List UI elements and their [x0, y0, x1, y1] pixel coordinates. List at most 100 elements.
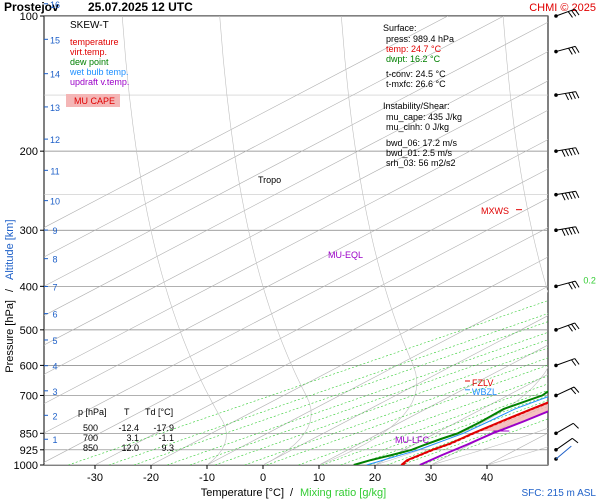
legend-dew-point: dew point	[70, 57, 109, 67]
wind-barb-feather	[568, 148, 573, 156]
moist-adiabat	[121, 16, 227, 465]
wind-barb	[554, 386, 580, 398]
wind-barb-feather	[568, 47, 573, 55]
table-cell: -1.1	[158, 433, 174, 443]
x-axis-title-mix: Mixing ratio [g/kg]	[300, 487, 386, 499]
wind-barb-shaft	[555, 445, 572, 460]
wind-barb-feather	[574, 358, 580, 365]
isotherm-line	[318, 344, 548, 465]
header-credit: CHMI © 2025	[529, 2, 596, 14]
table-cell: -12.4	[118, 423, 139, 433]
wind-barb-feather	[567, 325, 573, 332]
axis-layer: 0.20.40.611.423468101214172025-80 °C-70-…	[14, 0, 596, 484]
isotherm-line	[150, 256, 548, 465]
isotherm-line	[44, 16, 504, 258]
wind-barb-feather	[571, 323, 577, 331]
altitude-tick-label: 6	[52, 310, 57, 320]
surface-tconv: t-conv: 24.5 °C	[386, 69, 446, 79]
wind-barb	[554, 91, 580, 101]
instability-mu-cape: mu_cape: 435 J/kg	[386, 112, 462, 122]
wind-barb-feather	[561, 228, 566, 236]
wind-barb-feather	[573, 386, 580, 393]
mixing-ratio-label: 0.2	[583, 275, 596, 285]
isotherm-line	[44, 16, 448, 228]
wind-barb-feather	[575, 226, 580, 234]
wind-barb-feather	[575, 91, 580, 99]
wind-barb	[554, 8, 580, 18]
table-cell: 12.0	[121, 443, 139, 453]
mixing-ratio-line	[108, 313, 548, 465]
tropo-label: Tropo	[258, 175, 281, 185]
wind-barb-feather	[572, 422, 579, 429]
wind-barb	[554, 358, 580, 368]
table-cell: 700	[83, 433, 98, 443]
x-tick-label: -20	[143, 472, 159, 484]
wind-barb-feather	[575, 190, 580, 198]
wind-barb-feather	[561, 193, 566, 201]
isotherm-line	[44, 168, 548, 434]
wind-barb	[554, 190, 580, 201]
wind-barb-feather	[571, 10, 577, 17]
wind-barb-feather	[571, 91, 576, 99]
table-header-p: p [hPa]	[78, 407, 107, 417]
wind-barb-feather	[564, 93, 569, 101]
isotherm-line	[44, 139, 548, 405]
wind-barb	[554, 280, 580, 290]
wind-barb-feather	[574, 322, 580, 330]
x-axis-title-temp: Temperature [°C]	[201, 487, 284, 499]
fzlv-label: FZLV	[472, 378, 493, 388]
wind-barb-feather	[570, 388, 577, 395]
table-header-td: Td [°C]	[145, 407, 173, 417]
wind-barb	[554, 437, 579, 452]
legend: SKEW-T temperature virt.temp. dew point …	[66, 20, 129, 107]
wind-barb-feather	[561, 149, 566, 157]
wind-barb	[554, 226, 580, 236]
y-axis-title-altitude: Altitude [km]	[4, 219, 16, 280]
pressure-tick-label: 1000	[14, 460, 38, 472]
mu-cape-badge-label: MU CAPE	[74, 96, 115, 106]
instability-srh-03: srh_03: 56 m2/s2	[386, 158, 456, 168]
altitude-tick-label: 2	[52, 411, 57, 421]
legend-virt-temp: virt.temp.	[70, 47, 107, 57]
moist-adiabat	[374, 16, 548, 465]
series-virtual-temperature	[402, 402, 548, 465]
series-dew-point	[353, 390, 548, 465]
moist-adiabat	[430, 427, 548, 465]
pressure-tick-label: 700	[20, 390, 38, 402]
isotherm-line	[374, 374, 548, 465]
pressure-tick-label: 200	[20, 146, 38, 158]
wind-barb-feather	[568, 192, 573, 200]
mu-cape-badge	[66, 94, 120, 107]
y-axis-title-pressure: Pressure [hPa]	[4, 300, 16, 373]
wind-barb-feather	[571, 281, 577, 289]
legend-title: SKEW-T	[70, 20, 109, 31]
wind-barb-feather	[571, 47, 577, 54]
wind-barb-feather	[571, 148, 576, 156]
isotherm-line	[44, 109, 548, 375]
pressure-tick-label: 600	[20, 360, 38, 372]
x-tick-label: 40	[481, 472, 493, 484]
profiles-layer	[353, 390, 548, 465]
wind-barb-feather	[571, 191, 576, 199]
series-updraft	[419, 410, 548, 465]
wind-barb-feather	[564, 149, 569, 157]
table-cell: 850	[83, 443, 98, 453]
altitude-tick-label: 14	[50, 70, 60, 80]
legend-wet-bulb: wet bulb temp.	[69, 67, 129, 77]
instability-title: Instability/Shear:	[383, 101, 450, 111]
header-datetime: 25.07.2025 12 UTC	[88, 0, 193, 14]
table-cell: 3.1	[126, 433, 139, 443]
moist-adiabat	[219, 16, 312, 465]
wind-barb-feather	[568, 92, 573, 100]
wind-barb-feather	[567, 11, 573, 18]
wind-barb-feather	[564, 192, 569, 200]
x-tick-label: -30	[87, 472, 103, 484]
x-tick-label: 30	[425, 472, 437, 484]
y-axis-title-sep: /	[4, 288, 16, 292]
wind-barb-feather	[568, 227, 573, 235]
mixing-ratio-line	[133, 321, 548, 465]
wind-barb-shaft	[555, 422, 574, 434]
altitude-tick-label: 3	[52, 387, 57, 397]
x-axis-title-sep: /	[290, 487, 294, 499]
